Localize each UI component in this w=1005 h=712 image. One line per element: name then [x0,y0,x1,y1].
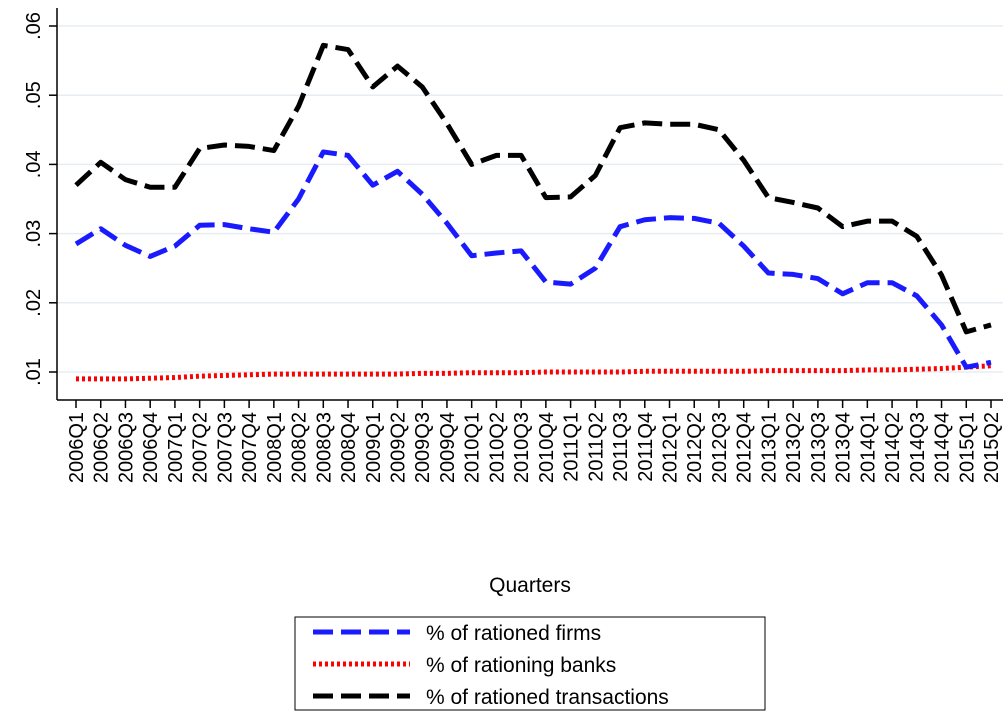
x-tick-label: 2007Q4 [239,412,261,483]
x-tick-label: 2006Q1 [66,412,88,483]
x-tick-label: 2011Q2 [585,412,607,482]
legend-label: % of rationing banks [426,654,616,677]
x-tick-label: 2010Q1 [462,412,484,483]
x-tick-label: 2012Q3 [709,412,731,483]
x-tick-label: 2015Q1 [956,412,978,483]
x-tick-label: 2008Q4 [338,412,360,483]
x-tick-label: 2011Q3 [610,412,632,482]
x-tick-label: 2015Q2 [981,412,1003,483]
x-tick-label: 2006Q2 [91,412,113,483]
legend-label: % of rationed transactions [426,686,669,709]
series-lines [74,42,992,382]
x-tick-label: 2012Q1 [660,412,682,483]
x-tick-label: 2013Q3 [808,412,830,483]
y-tick-label: .03 [23,220,45,248]
x-tick-label: 2006Q4 [140,412,162,483]
series-line-2 [74,42,992,335]
y-tick-label: .01 [23,358,45,386]
x-tick-label: 2011Q1 [561,412,583,482]
x-tick-label: 2010Q3 [511,412,533,483]
series-line-0 [74,149,992,370]
x-tick-label: 2009Q4 [437,412,459,483]
y-tick-label: .06 [23,12,45,40]
x-tick-label: 2012Q4 [734,412,756,483]
x-tick-label: 2006Q3 [115,412,137,483]
y-axis-ticks: .01 .02 .03 .04 .05 .06 [23,12,57,386]
x-tick-label: 2008Q2 [289,412,311,483]
y-tick-label: .02 [23,289,45,317]
x-tick-label: 2007Q3 [214,412,236,483]
x-tick-label: 2013Q4 [833,412,855,483]
series-line-1 [76,363,992,382]
x-tick-label: 2010Q2 [486,412,508,483]
x-tick-label: 2014Q3 [907,412,929,483]
x-tick-label: 2008Q1 [264,412,286,483]
x-tick-label: 2009Q2 [387,412,409,483]
x-tick-label: 2013Q2 [783,412,805,483]
x-tick-label: 2010Q4 [536,412,558,483]
x-tick-label: 2007Q2 [190,412,212,483]
x-axis-title: Quarters [489,574,571,597]
x-tick-label: 2011Q4 [635,412,657,482]
x-tick-label: 2008Q3 [313,412,335,483]
legend-label: % of rationed firms [426,622,601,645]
y-tick-label: .05 [23,81,45,109]
x-tick-label: 2009Q1 [363,412,385,483]
x-tick-label: 2014Q1 [857,412,879,483]
x-tick-label: 2009Q3 [412,412,434,483]
x-tick-label: 2013Q1 [758,412,780,483]
legend: % of rationed firms % of rationing banks%… [294,616,766,711]
x-tick-label: 2014Q2 [882,412,904,483]
x-tick-label: 2014Q4 [932,412,954,483]
gridlines [57,25,1003,373]
y-tick-label: .04 [23,150,45,178]
x-tick-label: 2007Q1 [165,412,187,483]
x-axis-ticks: 2006Q1 2006Q2 2006Q3 2006Q4 2007Q1 2007Q2 2007… [66,400,1003,483]
x-tick-label: 2012Q2 [684,412,706,483]
